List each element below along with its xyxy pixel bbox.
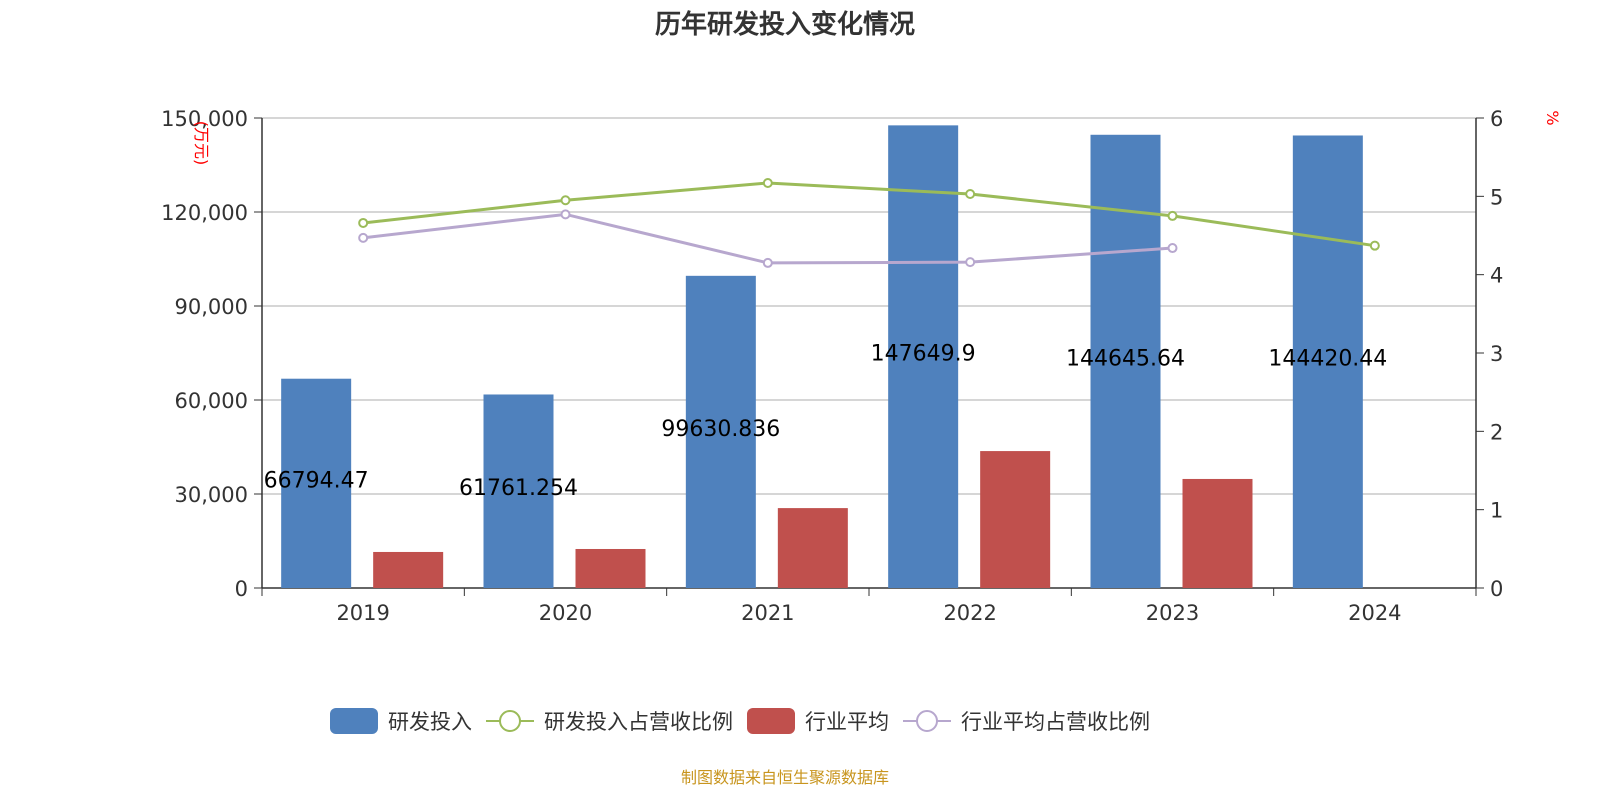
y2-axis-title: % <box>1543 110 1562 125</box>
legend-item-industry-ratio[interactable]: 行业平均占营收比例 <box>903 706 1150 736</box>
line-point <box>965 188 976 199</box>
y2-tick-label: 0 <box>1490 577 1503 601</box>
data-label: 99630.836 <box>661 417 780 442</box>
y2-tick-label: 5 <box>1490 185 1503 209</box>
bar-rd <box>1292 135 1363 589</box>
line-point <box>1167 210 1178 221</box>
x-tick-label: 2020 <box>539 601 592 625</box>
legend-line-marker <box>903 708 951 734</box>
y-axis-title: (万元) <box>192 121 211 166</box>
y-tick-label: 150,000 <box>161 107 248 131</box>
legend-item-industry[interactable]: 行业平均 <box>747 706 889 736</box>
legend-label: 研发投入占营收比例 <box>544 710 733 734</box>
bar-industry <box>575 548 646 588</box>
bar-rd <box>281 378 352 588</box>
line-point <box>1167 243 1178 254</box>
bar-rd <box>888 125 959 588</box>
legend-item-rd-ratio[interactable]: 研发投入占营收比例 <box>486 706 733 736</box>
legend: 研发投入 研发投入占营收比例 行业平均 行业平均占营收比例 <box>330 706 1164 736</box>
chart-plot: 0 30,000 60,000 90,000 120,000 150,000 0 1 2 3 4 5 6… <box>161 107 1562 625</box>
x-tick-label: 2021 <box>741 601 794 625</box>
legend-swatch <box>330 708 378 734</box>
legend-line-marker <box>486 708 534 734</box>
source-note: 制图数据来自恒生聚源数据库 <box>680 768 889 787</box>
line-point <box>762 178 773 189</box>
bar-industry <box>980 451 1051 588</box>
x-tick-label: 2022 <box>943 601 996 625</box>
line-rd-ratio <box>362 181 1376 248</box>
y-tick-label: 120,000 <box>161 201 248 225</box>
line-point <box>560 195 571 206</box>
bar-rd <box>483 394 554 588</box>
legend-label: 研发投入 <box>388 710 472 734</box>
y2-tick-label: 2 <box>1490 420 1503 444</box>
x-tick-label: 2024 <box>1348 601 1401 625</box>
bar-rd <box>685 275 756 588</box>
y-tick-label: 30,000 <box>175 483 248 507</box>
bar-industry <box>777 508 848 588</box>
y2-tick-label: 1 <box>1490 499 1503 523</box>
legend-swatch <box>747 708 795 734</box>
legend-item-rd[interactable]: 研发投入 <box>330 706 472 736</box>
line-point <box>560 209 571 220</box>
x-tick-label: 2023 <box>1146 601 1199 625</box>
line-point <box>762 257 773 268</box>
y2-tick-label: 3 <box>1490 342 1503 366</box>
line-point <box>1369 240 1380 251</box>
line-point <box>358 217 369 228</box>
y-tick-label: 60,000 <box>175 389 248 413</box>
data-label: 147649.9 <box>871 342 976 367</box>
y2-tick-label: 6 <box>1490 107 1503 131</box>
legend-label: 行业平均 <box>805 710 889 734</box>
data-label: 61761.254 <box>459 476 578 501</box>
line-point <box>358 232 369 243</box>
data-label: 144645.64 <box>1066 346 1185 371</box>
legend-label: 行业平均占营收比例 <box>961 710 1150 734</box>
line-point <box>965 257 976 268</box>
y-tick-label: 90,000 <box>175 295 248 319</box>
data-label: 144420.44 <box>1268 347 1387 372</box>
y2-tick-label: 4 <box>1490 264 1503 288</box>
line-industry-ratio <box>362 212 1173 265</box>
y-tick-label: 0 <box>235 577 248 601</box>
x-tick-label: 2019 <box>336 601 389 625</box>
data-label: 66794.47 <box>264 468 369 493</box>
bar-industry <box>1182 478 1253 588</box>
bar-industry <box>373 551 444 588</box>
chart-title: 历年研发投入变化情况 <box>654 10 915 40</box>
